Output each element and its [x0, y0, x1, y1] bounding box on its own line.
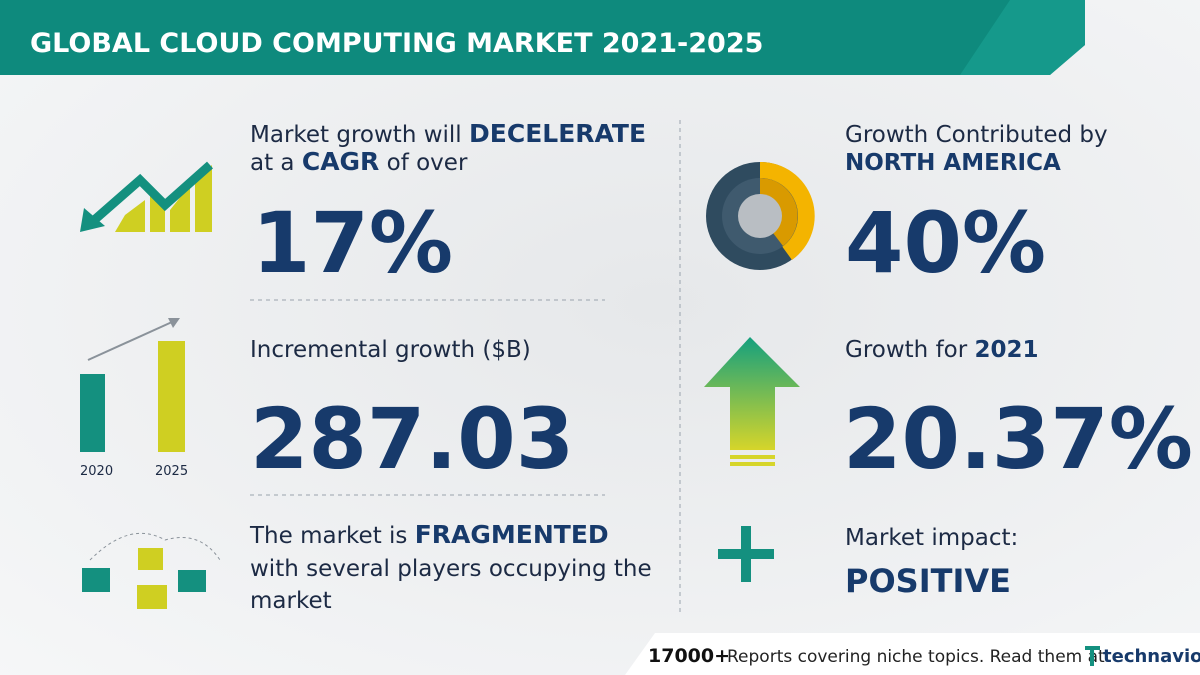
region-label: Growth Contributed by	[845, 122, 1108, 148]
donut-icon	[706, 161, 815, 270]
incremental-value: 287.03	[250, 390, 574, 488]
footer-text: Reports covering niche topics. Read them…	[727, 647, 1105, 667]
title-bar-accent	[960, 0, 1085, 75]
structure-line: The market is FRAGMENTED	[249, 520, 609, 549]
footer-bar	[625, 633, 1200, 675]
cagr-line: at a CAGR of over	[250, 147, 468, 176]
impact-value: POSITIVE	[845, 562, 1011, 600]
cagr-line: Market growth will DECELERATE	[250, 119, 646, 148]
plus-icon	[718, 526, 774, 582]
yoy-value: 20.37%	[843, 390, 1193, 488]
brand-mark	[1085, 646, 1100, 666]
title: GLOBAL CLOUD COMPUTING MARKET 2021-2025	[30, 28, 763, 59]
growth-icon	[80, 318, 185, 452]
cagr-value: 17%	[252, 194, 453, 292]
region-name: NORTH AMERICA	[845, 150, 1061, 176]
trend-icon	[80, 161, 213, 232]
icon-label: 2020	[80, 464, 113, 479]
footer-count: 17000+	[648, 645, 730, 667]
yoy-label: Growth for 2021	[845, 337, 1039, 363]
title-bar	[0, 0, 1085, 75]
impact-label: Market impact:	[845, 525, 1018, 551]
icon-label: 2025	[155, 464, 188, 479]
incremental-label: Incremental growth ($B)	[250, 337, 531, 363]
vendors-icon	[82, 532, 221, 609]
region-value: 40%	[845, 194, 1046, 292]
brand[interactable]: technavio	[1103, 646, 1200, 667]
structure-line: with several players occupying the	[250, 556, 652, 582]
structure-line: market	[250, 588, 332, 614]
up-arrow-icon	[704, 337, 800, 466]
